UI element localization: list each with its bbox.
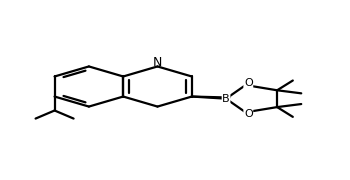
Text: O: O xyxy=(244,78,253,88)
Text: N: N xyxy=(153,56,162,69)
Text: B: B xyxy=(222,94,230,104)
Text: O: O xyxy=(244,109,253,119)
